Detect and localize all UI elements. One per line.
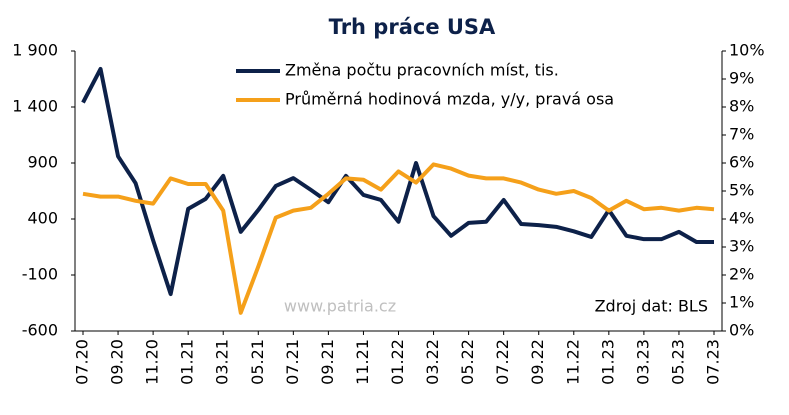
x-tick-label: 07.22 xyxy=(493,339,512,385)
y2-tick-label: 8% xyxy=(729,97,754,116)
y2-tick-label: 6% xyxy=(729,153,754,172)
y2-tick-label: 7% xyxy=(729,125,754,144)
legend-label: Změna počtu pracovních míst, tis. xyxy=(285,61,559,80)
x-tick-label: 05.21 xyxy=(248,339,267,385)
x-tick-label: 05.23 xyxy=(668,339,687,385)
source-note: Zdroj dat: BLS xyxy=(595,297,708,316)
x-tick-label: 01.23 xyxy=(598,339,617,385)
series-line xyxy=(82,162,715,315)
x-tick-label: 09.22 xyxy=(528,339,547,385)
y2-tick-label: 10% xyxy=(729,41,765,60)
y2-tick-label: 4% xyxy=(729,209,754,228)
x-tick-label: 07.23 xyxy=(704,339,723,385)
y-tick-label: 1 900 xyxy=(12,41,58,60)
x-tick-label: 07.21 xyxy=(283,339,302,385)
chart-title: Trh práce USA xyxy=(329,15,496,39)
y2-tick-label: 3% xyxy=(729,237,754,256)
y-tick-label: 1 400 xyxy=(12,97,58,116)
x-tick-label: 03.22 xyxy=(423,339,442,385)
y2-tick-label: 9% xyxy=(729,69,754,88)
x-tick-label: 03.21 xyxy=(213,339,232,385)
watermark: www.patria.cz xyxy=(284,297,396,316)
x-tick-label: 09.21 xyxy=(318,339,337,385)
y2-tick-label: 5% xyxy=(729,181,754,200)
x-tick-label: 01.22 xyxy=(388,339,407,385)
legend-label: Průměrná hodinová mzda, y/y, pravá osa xyxy=(285,90,614,109)
x-tick-label: 11.20 xyxy=(143,339,162,385)
x-tick-label: 07.20 xyxy=(73,339,92,385)
x-tick-label: 11.22 xyxy=(563,339,582,385)
y2-tick-label: 1% xyxy=(729,293,754,312)
y-tick-label: 400 xyxy=(27,209,58,228)
x-tick-label: 03.23 xyxy=(633,339,652,385)
x-tick-label: 01.21 xyxy=(178,339,197,385)
x-tick-label: 09.20 xyxy=(108,339,127,385)
y-tick-label: -100 xyxy=(22,265,58,284)
x-tick-label: 11.21 xyxy=(353,339,372,385)
y2-tick-label: 2% xyxy=(729,265,754,284)
y-tick-label: -600 xyxy=(22,321,58,340)
y-tick-label: 900 xyxy=(27,153,58,172)
x-tick-label: 05.22 xyxy=(458,339,477,385)
y2-tick-label: 0% xyxy=(729,321,754,340)
